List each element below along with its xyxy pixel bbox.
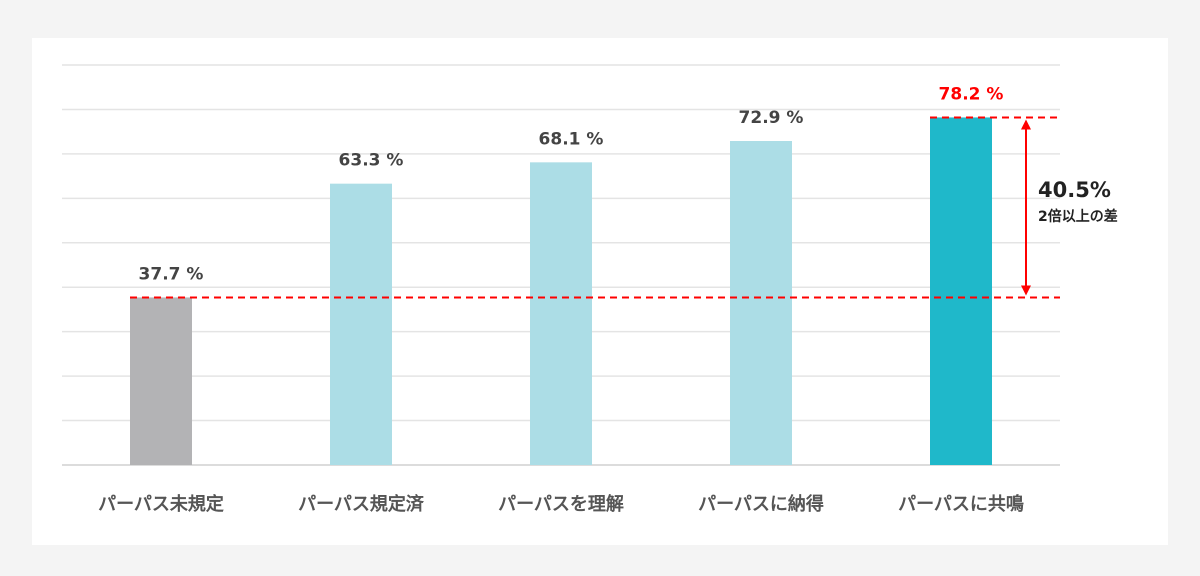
annotation-value: 40.5% [1038, 178, 1111, 202]
bar [330, 183, 392, 465]
arrow-head-up-icon [1021, 119, 1031, 130]
arrow-head-down-icon [1021, 285, 1031, 296]
bar [130, 297, 192, 465]
category-label: パーパス規定済 [298, 493, 425, 515]
bar [930, 117, 992, 465]
data-label: 78.2 % [939, 84, 1004, 104]
data-label: 72.9 % [739, 108, 804, 128]
category-label: パーパスに共鳴 [898, 493, 1024, 515]
bar [530, 162, 592, 466]
category-label: パーパスを理解 [498, 493, 624, 515]
data-label: 63.3 % [339, 151, 404, 171]
category-label: パーパスに納得 [698, 493, 824, 515]
bar [730, 141, 792, 465]
data-label: 68.1 % [539, 129, 604, 149]
annotation-text: 2倍以上の差 [1038, 208, 1118, 225]
data-label: 37.7 % [139, 264, 204, 284]
category-label: パーパス未規定 [98, 493, 224, 515]
